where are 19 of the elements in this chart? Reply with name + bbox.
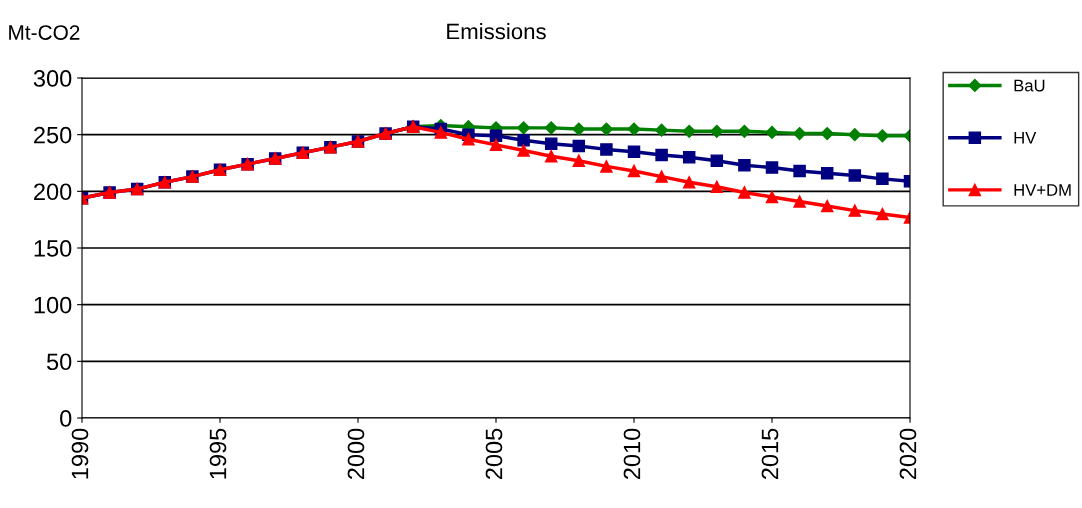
y-tick-label: 250 bbox=[34, 126, 72, 144]
y-tick-label: 200 bbox=[34, 183, 72, 201]
y-tick-label: 0 bbox=[60, 410, 72, 427]
y-tick-label: 50 bbox=[46, 353, 72, 371]
legend-label: HV+DM bbox=[1014, 184, 1071, 196]
y-tick-label: 300 bbox=[33, 70, 72, 87]
x-tick-label: 2000 bbox=[347, 428, 365, 480]
y-axis-title: Mt-CO2 bbox=[9, 25, 80, 40]
legend-label: BaU bbox=[1014, 79, 1045, 92]
x-tick-label: 2005 bbox=[485, 428, 503, 480]
x-tick-label: 1990 bbox=[71, 428, 89, 479]
x-tick-label: 2015 bbox=[761, 428, 779, 480]
y-tick-label: 100 bbox=[34, 296, 72, 314]
x-tick-label: 2020 bbox=[899, 428, 917, 480]
x-tick-label: 1995 bbox=[209, 428, 227, 479]
chart-title: Emissions bbox=[447, 23, 546, 40]
x-tick-label: 2010 bbox=[623, 428, 641, 480]
y-tick-label: 150 bbox=[34, 240, 72, 257]
legend-label: HV bbox=[1014, 132, 1037, 144]
